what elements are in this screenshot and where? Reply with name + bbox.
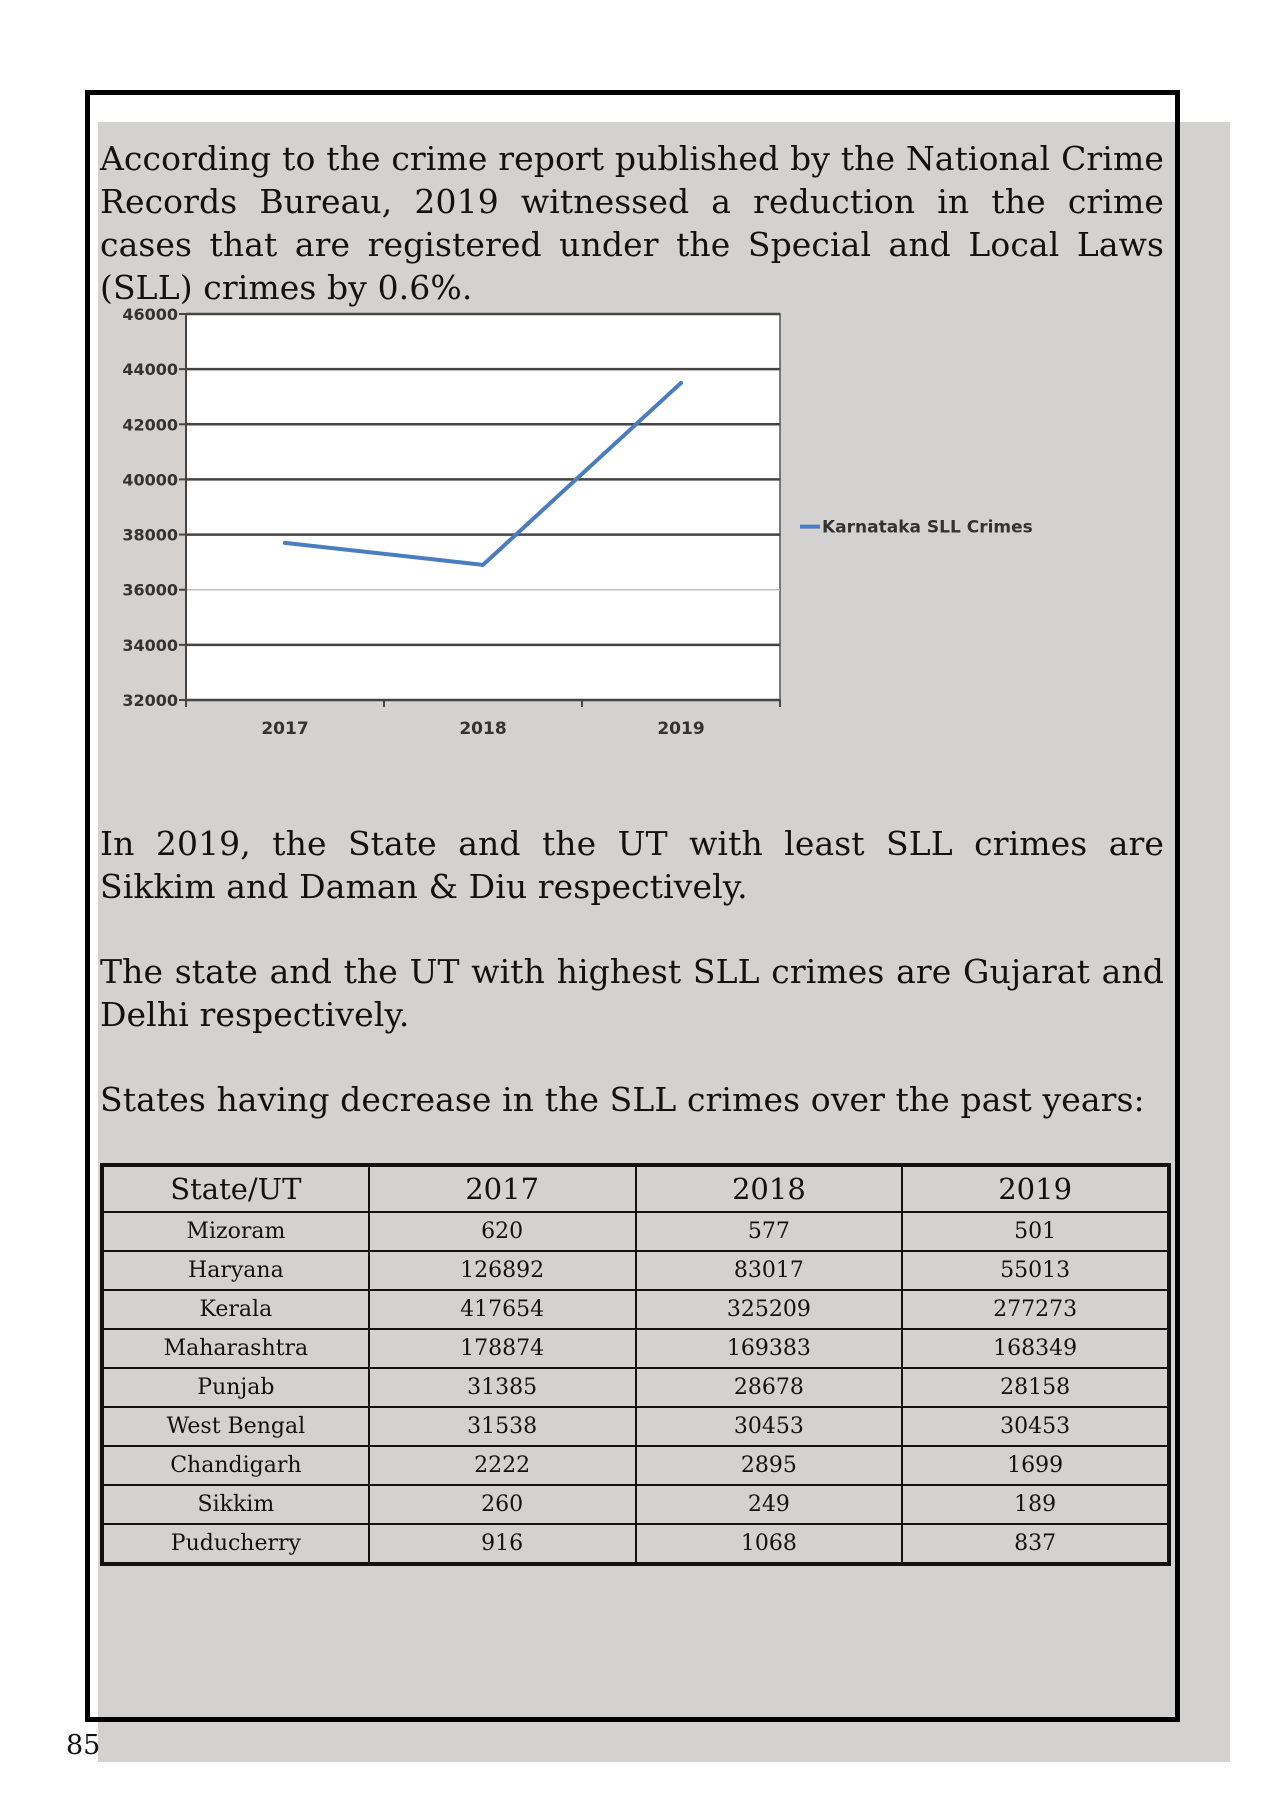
- page-number: 85: [66, 1730, 101, 1761]
- table-cell-value: 1699: [901, 1445, 1170, 1486]
- table-cell-value: 417654: [367, 1289, 637, 1330]
- table-cell-state: Sikkim: [101, 1484, 370, 1525]
- intro-paragraph: According to the crime report published …: [100, 139, 1164, 307]
- header-2019: 2019: [901, 1164, 1170, 1213]
- table-row: Chandigarh 2222 2895 1699: [101, 1445, 1170, 1486]
- y-tick-label: 40000: [122, 470, 178, 489]
- table-row: Haryana 126892 83017 55013: [101, 1250, 1170, 1291]
- y-tick-label: 38000: [122, 526, 178, 545]
- table-cell-state: Mizoram: [101, 1211, 370, 1252]
- y-tick-label: 36000: [122, 581, 178, 600]
- y-tick-label: 44000: [122, 360, 178, 379]
- highest-crimes-paragraph: The state and the UT with highest SLL cr…: [100, 952, 1164, 1034]
- series-point: [283, 540, 287, 545]
- table-cell-value: 2895: [634, 1445, 904, 1486]
- table-cell-value: 31385: [367, 1367, 637, 1408]
- header-2018: 2018: [634, 1164, 904, 1213]
- table-cell-value: 168349: [901, 1328, 1170, 1369]
- table-cell-state: West Bengal: [101, 1406, 370, 1447]
- table-header-row: State/UT 2017 2018 2019: [101, 1164, 1170, 1213]
- table-row: Mizoram 620 577 501: [101, 1211, 1170, 1252]
- y-tick-label: 32000: [122, 691, 178, 710]
- table-cell-value: 28158: [901, 1367, 1170, 1408]
- table-cell-value: 620: [367, 1211, 637, 1252]
- plot-area: [185, 313, 781, 701]
- table-cell-value: 249: [634, 1484, 904, 1525]
- least-crimes-paragraph: In 2019, the State and the UT with least…: [100, 824, 1164, 906]
- table-cell-value: 126892: [367, 1250, 637, 1291]
- table-cell-value: 277273: [901, 1289, 1170, 1330]
- table-cell-value: 169383: [634, 1328, 904, 1369]
- table-cell-value: 28678: [634, 1367, 904, 1408]
- table-cell-value: 178874: [367, 1328, 637, 1369]
- table-row: Punjab 31385 28678 28158: [101, 1367, 1170, 1408]
- table-cell-value: 189: [901, 1484, 1170, 1525]
- y-tick-label: 42000: [122, 415, 178, 434]
- table-cell-value: 260: [367, 1484, 637, 1525]
- x-tick-label: 2017: [261, 719, 308, 739]
- table-cell-value: 577: [634, 1211, 904, 1252]
- table-cell-value: 837: [901, 1523, 1170, 1565]
- y-tick-label: 46000: [122, 305, 178, 324]
- table-cell-value: 501: [901, 1211, 1170, 1252]
- table-cell-value: 55013: [901, 1250, 1170, 1291]
- header-state: State/UT: [101, 1164, 370, 1213]
- table-cell-state: Chandigarh: [101, 1445, 370, 1486]
- table-cell-state: Kerala: [101, 1289, 370, 1330]
- legend-label: Karnataka SLL Crimes: [822, 518, 1033, 538]
- sll-crimes-table: State/UT 2017 2018 2019 Mizoram 620 577 501…: [100, 1163, 1171, 1566]
- x-tick-label: 2018: [459, 719, 506, 739]
- table-cell-value: 31538: [367, 1406, 637, 1447]
- page-frame: [85, 90, 1180, 1722]
- table-cell-value: 2222: [367, 1445, 637, 1486]
- table-body: Mizoram 620 577 501 Haryana 126892 83017 55013 K…: [101, 1211, 1170, 1565]
- table-row: Puducherry 916 1068 837: [101, 1523, 1170, 1565]
- header-2017: 2017: [367, 1164, 637, 1213]
- table-row: Maharashtra 178874 169383 168349: [101, 1328, 1170, 1369]
- table-cell-value: 325209: [634, 1289, 904, 1330]
- table-cell-state: Haryana: [101, 1250, 370, 1291]
- table-cell-value: 30453: [901, 1406, 1170, 1447]
- table-row: Sikkim 260 249 189: [101, 1484, 1170, 1525]
- table-row: Kerala 417654 325209 277273: [101, 1289, 1170, 1330]
- table-intro-paragraph: States having decrease in the SLL crimes…: [100, 1080, 1145, 1119]
- table-cell-value: 83017: [634, 1250, 904, 1291]
- table-cell-state: Maharashtra: [101, 1328, 370, 1369]
- series-point: [481, 562, 485, 567]
- table-cell-value: 1068: [634, 1523, 904, 1565]
- y-tick-label: 34000: [122, 636, 178, 655]
- series-point: [679, 380, 683, 385]
- x-tick-label: 2019: [657, 719, 704, 739]
- table-cell-value: 30453: [634, 1406, 904, 1447]
- table-cell-value: 916: [367, 1523, 637, 1565]
- table-row: West Bengal 31538 30453 30453: [101, 1406, 1170, 1447]
- line-chart: 32000 34000 36000 38000 40000 42000 44000 46000…: [122, 305, 1033, 739]
- table-cell-state: Puducherry: [101, 1523, 370, 1565]
- table-cell-state: Punjab: [101, 1367, 370, 1408]
